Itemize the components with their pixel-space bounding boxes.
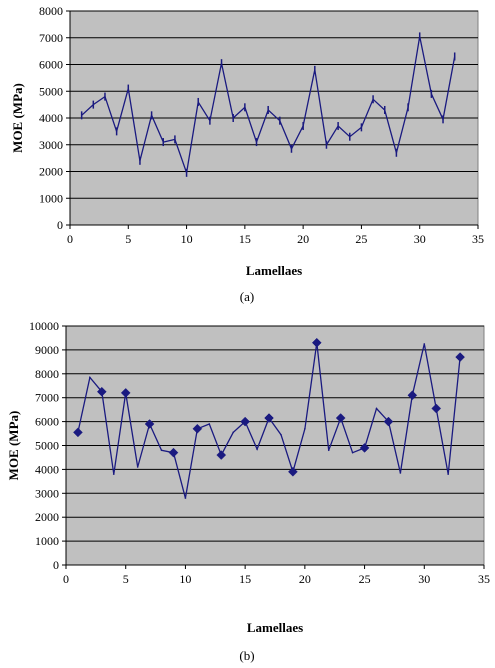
x-tick-label: 0	[67, 232, 73, 246]
figure-caption: (b)	[239, 648, 254, 663]
y-axis-title: MOE (MPa)	[6, 411, 21, 481]
data-point	[288, 466, 298, 477]
x-axis-title: Lamellaes	[247, 620, 303, 635]
x-tick-label: 30	[418, 572, 430, 586]
data-point	[184, 497, 187, 499]
data-point	[168, 447, 179, 458]
data-point	[112, 473, 115, 475]
data-point	[359, 443, 370, 453]
y-tick-label: 5000	[35, 439, 59, 453]
x-tick-label: 30	[414, 232, 426, 246]
x-tick-label: 20	[297, 232, 309, 246]
x-tick-label: 20	[299, 572, 311, 586]
x-axis-title: Lamellaes	[246, 263, 302, 278]
data-point	[216, 450, 227, 460]
figure-caption: (a)	[240, 289, 254, 304]
x-tick-label: 15	[239, 572, 251, 586]
y-tick-label: 2000	[39, 165, 63, 179]
x-tick-label: 5	[123, 572, 129, 586]
data-point	[423, 343, 426, 345]
data-point	[264, 413, 274, 423]
data-point	[304, 427, 306, 430]
data-point	[399, 472, 402, 474]
chart-a: 0 1000 2000 3000 4000 5000 6000 7000 8000 0 5 10 15 2…	[10, 4, 484, 304]
data-point	[89, 376, 91, 379]
x-tick-label: 10	[181, 232, 193, 246]
data-point	[311, 337, 322, 348]
x-tick-label: 25	[359, 572, 371, 586]
y-tick-label: 3000	[39, 138, 63, 152]
y-tick-label: 10000	[29, 319, 59, 333]
y-tick-label: 4000	[35, 462, 59, 476]
y-tick-label: 0	[57, 218, 63, 232]
y-tick-label: 6000	[39, 58, 63, 72]
data-point	[431, 403, 442, 414]
data-point	[256, 448, 258, 450]
data-point	[73, 427, 83, 438]
y-tick-label: 1000	[35, 534, 59, 548]
data-point	[455, 352, 465, 362]
data-point	[351, 451, 354, 454]
data-point	[280, 433, 282, 436]
y-axis-title: MOE (MPa)	[10, 83, 25, 153]
y-tick-label: 8000	[39, 4, 63, 18]
y-tick-label: 2000	[35, 510, 59, 524]
y-tick-label: 7000	[35, 391, 59, 405]
data-point	[240, 416, 250, 427]
x-tick-label: 5	[125, 232, 131, 246]
data-point	[407, 390, 418, 401]
data-point	[96, 386, 107, 397]
y-tick-label: 1000	[39, 191, 63, 205]
data-point	[327, 449, 330, 452]
y-tick-label: 6000	[35, 415, 59, 429]
chart-b: 0100020003000400050006000700080009000100…	[6, 319, 490, 663]
data-point	[192, 423, 203, 434]
x-tick-label: 0	[63, 572, 69, 586]
data-point	[160, 449, 163, 452]
x-tick-label: 10	[179, 572, 191, 586]
data-point	[232, 431, 234, 434]
y-tick-label: 0	[53, 558, 59, 572]
x-tick-label: 35	[472, 232, 484, 246]
data-point	[144, 419, 155, 429]
data-point	[383, 416, 394, 427]
x-tick-label: 35	[478, 572, 490, 586]
y-tick-label: 7000	[39, 31, 63, 45]
data-point	[335, 413, 346, 423]
y-tick-label: 5000	[39, 84, 63, 98]
data-point	[375, 407, 378, 410]
y-tick-label: 9000	[35, 343, 59, 357]
data-point	[120, 388, 131, 398]
data-point	[136, 466, 139, 468]
data-point	[208, 423, 211, 425]
y-tick-label: 8000	[35, 367, 59, 381]
y-tick-label: 3000	[35, 486, 59, 500]
x-tick-label: 25	[355, 232, 367, 246]
x-tick-label: 15	[239, 232, 251, 246]
data-point	[447, 473, 449, 475]
y-tick-label: 4000	[39, 111, 63, 125]
